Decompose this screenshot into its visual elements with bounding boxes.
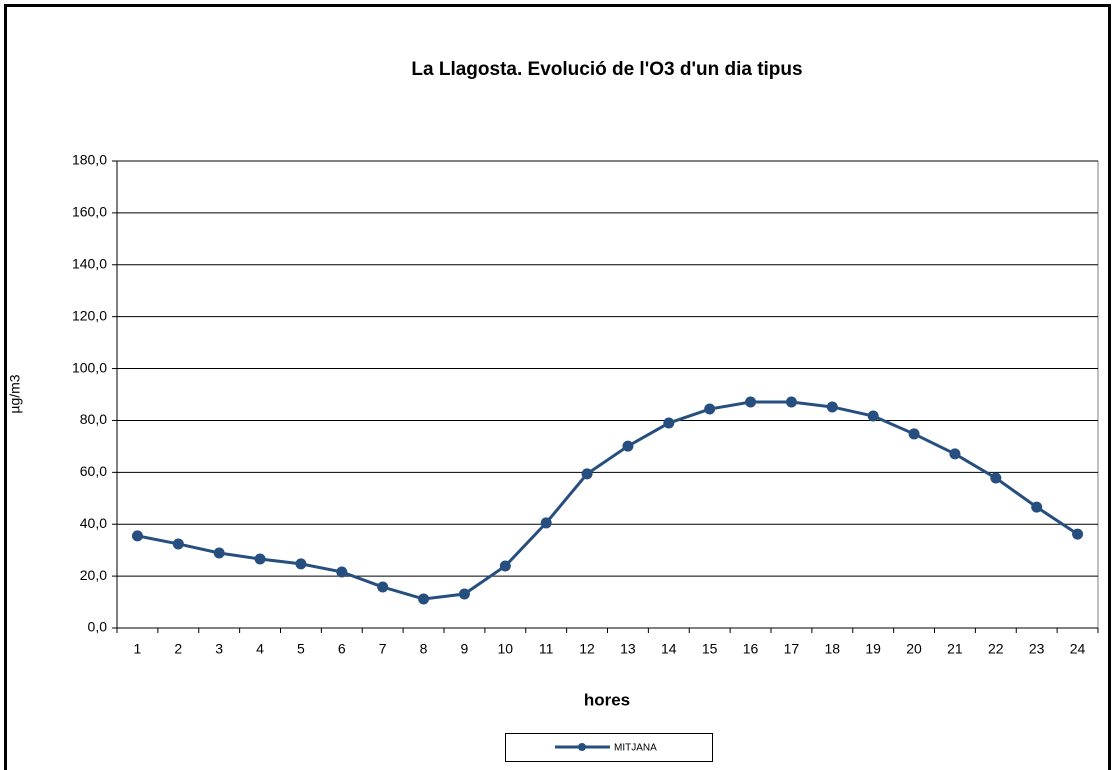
x-tick-label: 9 — [461, 641, 469, 657]
x-tick-label: 5 — [297, 641, 305, 657]
data-point — [1031, 501, 1043, 513]
x-tick-label: 23 — [1029, 641, 1045, 657]
data-point — [499, 560, 511, 572]
series-line — [137, 400, 1079, 601]
data-point — [704, 403, 716, 415]
x-tick-label: 1 — [134, 641, 142, 657]
data-point — [663, 417, 675, 429]
data-point — [131, 530, 143, 542]
x-tick-label: 13 — [620, 641, 636, 657]
x-tick-label: 24 — [1070, 641, 1086, 657]
y-tick-label: 80,0 — [80, 411, 107, 427]
data-point — [908, 428, 920, 440]
y-axis-label: µg/m3 — [7, 374, 23, 413]
y-tick-label: 40,0 — [80, 515, 107, 531]
legend-box — [505, 733, 713, 762]
y-tick-label: 100,0 — [72, 359, 107, 375]
x-tick-label: 12 — [579, 641, 595, 657]
data-point — [213, 547, 225, 559]
chart-title: La Llagosta. Evolució de l'O3 d'un dia t… — [411, 59, 802, 80]
x-tick-label: 18 — [825, 641, 841, 657]
x-tick-label: 17 — [784, 641, 800, 657]
data-point — [785, 396, 797, 408]
legend-label: MITJANA — [614, 743, 657, 754]
x-tick-label: 7 — [379, 641, 387, 657]
y-tick-label: 20,0 — [80, 567, 107, 583]
data-point — [458, 588, 470, 600]
data-point — [254, 553, 266, 565]
data-point — [377, 581, 389, 593]
x-tick-label: 6 — [338, 641, 346, 657]
y-tick-label: 180,0 — [72, 152, 107, 168]
x-tick-label: 19 — [865, 641, 881, 657]
data-point — [949, 448, 961, 460]
x-tick-label: 11 — [539, 641, 554, 657]
plot-area — [116, 160, 1099, 629]
data-point — [581, 468, 593, 480]
y-tick-label: 120,0 — [72, 307, 107, 323]
x-tick-label: 8 — [420, 641, 428, 657]
x-tick-label: 14 — [661, 641, 677, 657]
y-tick-label: 140,0 — [72, 255, 107, 271]
x-tick-label: 15 — [702, 641, 718, 657]
data-point — [336, 566, 348, 578]
legend-marker — [578, 743, 586, 751]
x-tick-label: 20 — [906, 641, 922, 657]
y-tick-label: 60,0 — [80, 463, 107, 479]
data-point — [867, 410, 879, 422]
x-tick-label: 16 — [743, 641, 759, 657]
data-point — [418, 593, 430, 605]
x-axis-label: hores — [584, 690, 630, 709]
data-point — [622, 440, 634, 452]
x-tick-label: 3 — [215, 641, 223, 657]
x-tick-label: 10 — [498, 641, 514, 657]
y-tick-label: 0,0 — [88, 619, 108, 635]
x-tick-label: 2 — [174, 641, 182, 657]
data-point — [745, 396, 757, 408]
data-point — [540, 517, 552, 529]
x-tick-label: 4 — [256, 641, 264, 657]
data-point — [295, 558, 307, 570]
x-tick-label: 22 — [988, 641, 1004, 657]
y-tick-label: 160,0 — [72, 204, 107, 220]
data-point — [826, 401, 838, 413]
data-point — [1072, 528, 1084, 540]
x-tick-label: 21 — [947, 641, 963, 657]
data-point — [990, 472, 1002, 484]
data-point — [172, 538, 184, 550]
